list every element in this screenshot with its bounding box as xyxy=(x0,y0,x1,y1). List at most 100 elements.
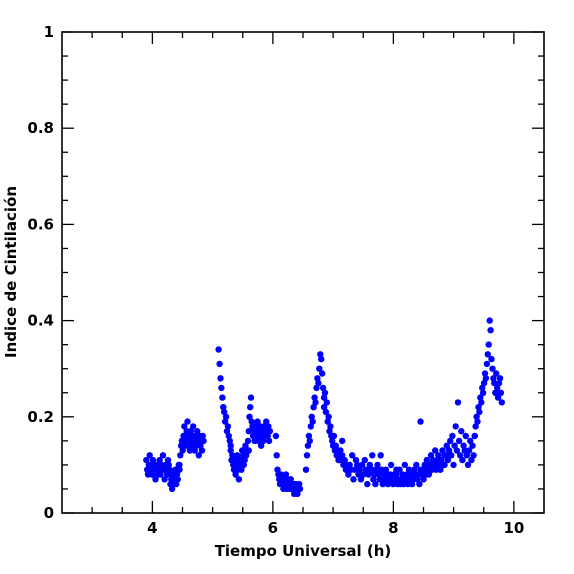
data-point xyxy=(224,423,232,430)
data-point xyxy=(305,432,313,440)
data-point xyxy=(324,418,331,425)
data-point xyxy=(337,447,344,454)
data-point xyxy=(273,452,280,459)
data-point xyxy=(382,466,390,473)
data-point xyxy=(302,466,310,473)
data-point xyxy=(307,423,314,430)
data-point xyxy=(215,346,222,353)
data-point xyxy=(352,456,360,464)
data-point xyxy=(432,447,439,454)
data-point xyxy=(239,447,246,454)
data-point xyxy=(312,399,319,406)
data-point xyxy=(476,408,483,416)
data-point xyxy=(240,461,247,469)
data-point xyxy=(448,452,455,459)
data-point xyxy=(473,413,480,420)
data-point xyxy=(323,399,330,406)
data-point xyxy=(375,471,382,478)
data-point xyxy=(217,375,224,382)
data-point xyxy=(387,461,395,469)
data-point xyxy=(181,423,188,430)
data-point xyxy=(189,423,197,430)
data-point xyxy=(379,480,386,488)
data-point xyxy=(485,341,492,348)
data-point xyxy=(308,413,315,420)
data-point xyxy=(194,428,201,435)
data-point xyxy=(441,461,448,469)
data-point xyxy=(413,461,420,469)
data-point xyxy=(247,404,254,411)
data-point xyxy=(484,351,491,358)
data-point xyxy=(467,437,474,445)
data-point xyxy=(359,461,366,469)
data-point xyxy=(377,452,384,459)
data-point xyxy=(242,442,249,449)
data-point xyxy=(349,452,356,459)
data-point xyxy=(197,442,204,449)
data-point xyxy=(146,452,153,459)
data-point xyxy=(492,389,499,396)
data-point xyxy=(489,365,496,372)
y-tick-label: 0 xyxy=(44,504,54,522)
data-point xyxy=(495,379,503,387)
data-point xyxy=(173,480,180,488)
y-axis-title: Indice de Cintilación xyxy=(2,186,20,358)
data-point xyxy=(177,452,184,459)
data-point xyxy=(304,442,312,449)
data-point xyxy=(498,399,505,406)
data-point xyxy=(166,466,173,473)
data-point xyxy=(174,476,181,483)
data-point xyxy=(374,461,381,469)
data-point xyxy=(439,447,446,454)
data-point xyxy=(274,466,281,473)
data-point xyxy=(451,442,458,449)
data-point xyxy=(478,399,485,406)
data-point xyxy=(491,379,498,387)
data-point xyxy=(218,384,225,392)
data-point xyxy=(445,447,453,454)
data-point xyxy=(254,418,261,425)
data-point xyxy=(490,375,497,382)
data-point xyxy=(229,452,236,459)
data-point xyxy=(416,480,423,488)
data-point xyxy=(471,432,478,440)
data-point xyxy=(339,437,346,445)
data-point xyxy=(319,370,326,377)
data-point xyxy=(287,476,294,483)
data-point xyxy=(345,471,352,478)
data-point xyxy=(361,456,368,464)
data-point xyxy=(465,447,473,454)
data-point xyxy=(252,423,259,430)
data-point xyxy=(185,437,193,445)
data-point xyxy=(443,442,450,449)
x-tick-label: 6 xyxy=(268,519,278,537)
data-point xyxy=(370,476,377,483)
data-point xyxy=(199,432,206,440)
data-point xyxy=(487,327,494,334)
data-point xyxy=(458,428,465,435)
data-point xyxy=(219,394,226,401)
data-point xyxy=(488,355,495,363)
data-point xyxy=(468,456,475,464)
data-point xyxy=(179,447,186,454)
data-point xyxy=(351,466,358,473)
data-point xyxy=(350,476,357,483)
data-point xyxy=(470,452,477,459)
x-tick-label: 4 xyxy=(147,519,157,537)
data-point xyxy=(427,452,435,459)
data-point xyxy=(494,384,501,392)
data-point xyxy=(396,466,403,473)
data-point xyxy=(176,461,183,469)
data-point xyxy=(346,461,353,469)
data-point xyxy=(420,476,427,483)
data-point xyxy=(296,480,303,488)
data-point xyxy=(450,461,457,469)
data-point xyxy=(332,442,339,449)
data-point xyxy=(457,452,464,459)
data-point xyxy=(376,476,383,483)
data-point xyxy=(182,442,190,449)
data-point xyxy=(156,456,163,464)
data-point xyxy=(195,452,202,459)
data-point xyxy=(244,437,252,445)
data-point xyxy=(405,466,413,473)
